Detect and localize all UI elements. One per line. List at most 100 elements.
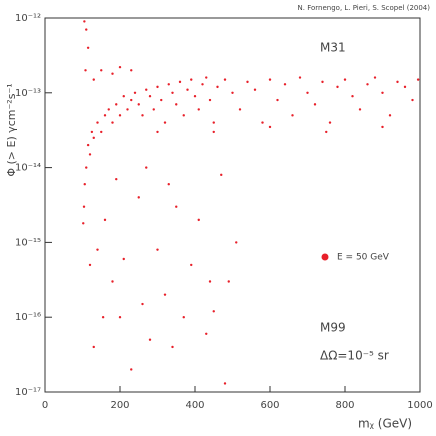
point [118, 114, 122, 117]
point [220, 173, 223, 177]
point [182, 114, 185, 117]
point [321, 80, 324, 84]
point [223, 382, 227, 385]
point [175, 103, 178, 106]
point [160, 98, 163, 102]
point [298, 76, 302, 79]
point [111, 280, 114, 283]
point [238, 108, 242, 111]
point [381, 91, 384, 95]
point [411, 98, 414, 102]
point [107, 108, 110, 111]
point [85, 166, 88, 169]
point [403, 85, 407, 89]
point [100, 130, 103, 134]
credit: N. Fornengo, L. Pieri, S. Scopel (2004) [298, 4, 431, 12]
x-tick-label: 400 [185, 400, 204, 411]
legend-marker [321, 253, 329, 261]
point [156, 130, 159, 134]
point [396, 80, 399, 84]
x-axis-label: mᵪ (GeV) [358, 417, 412, 431]
legend-label: E = 50 GeV [337, 253, 390, 263]
point [156, 85, 159, 89]
point [171, 91, 174, 95]
point [101, 316, 105, 319]
point [343, 78, 347, 81]
point [141, 302, 144, 306]
point [208, 98, 212, 102]
point [83, 182, 86, 186]
point [115, 103, 118, 106]
point [261, 121, 264, 124]
point [148, 95, 152, 98]
y-tick-label: 10⁻¹³ [15, 88, 41, 99]
point [201, 83, 204, 86]
point [126, 108, 129, 111]
point [205, 332, 208, 335]
point [92, 136, 95, 140]
point [373, 76, 377, 79]
y-tick-label: 10⁻¹⁷ [15, 387, 41, 398]
point [82, 205, 86, 208]
point [122, 257, 125, 261]
point [235, 241, 238, 244]
point [100, 69, 103, 72]
point [197, 218, 200, 222]
point [83, 20, 86, 23]
point [130, 69, 133, 72]
point [130, 368, 133, 371]
point [137, 196, 140, 199]
point [336, 85, 339, 89]
point [268, 125, 272, 129]
point [186, 88, 189, 91]
point [88, 263, 92, 267]
point [92, 345, 95, 349]
annotation: M31 [320, 41, 346, 55]
point [208, 280, 212, 283]
point [182, 316, 185, 319]
annotation: ΔΩ=10⁻⁵ sr [320, 349, 389, 363]
point [130, 98, 133, 102]
point [86, 46, 90, 49]
point [212, 130, 215, 134]
point [90, 130, 94, 134]
point [85, 28, 88, 31]
point [145, 166, 148, 169]
point [171, 345, 174, 349]
point [175, 205, 178, 208]
point [246, 80, 249, 84]
y-axis-label: Φ (> E) γcm⁻²s⁻¹ [5, 83, 18, 176]
point [313, 103, 317, 106]
y-tick-label: 10⁻¹⁵ [15, 237, 41, 248]
point [137, 103, 140, 106]
point [122, 95, 125, 98]
point [223, 78, 227, 81]
point [381, 125, 384, 129]
point [88, 153, 92, 156]
plot-frame [44, 17, 421, 393]
point [167, 182, 170, 186]
point [82, 222, 85, 225]
point [231, 91, 234, 95]
point [111, 72, 114, 75]
y-tick-label: 10⁻¹² [15, 13, 41, 24]
point [283, 83, 287, 86]
point [306, 91, 309, 95]
point [197, 108, 200, 111]
x-tick-label: 800 [335, 400, 354, 411]
point [96, 248, 99, 251]
x-tick-label: 200 [110, 400, 129, 411]
point [163, 293, 167, 296]
point [167, 83, 170, 86]
x-tick-label: 1000 [407, 400, 432, 411]
x-tick-label: 600 [260, 400, 279, 411]
point [133, 91, 137, 95]
point [416, 78, 420, 81]
x-tick-label: 0 [42, 400, 48, 411]
point [111, 121, 114, 124]
point [291, 114, 294, 117]
point [156, 248, 159, 251]
point [328, 121, 332, 124]
point [276, 98, 279, 102]
